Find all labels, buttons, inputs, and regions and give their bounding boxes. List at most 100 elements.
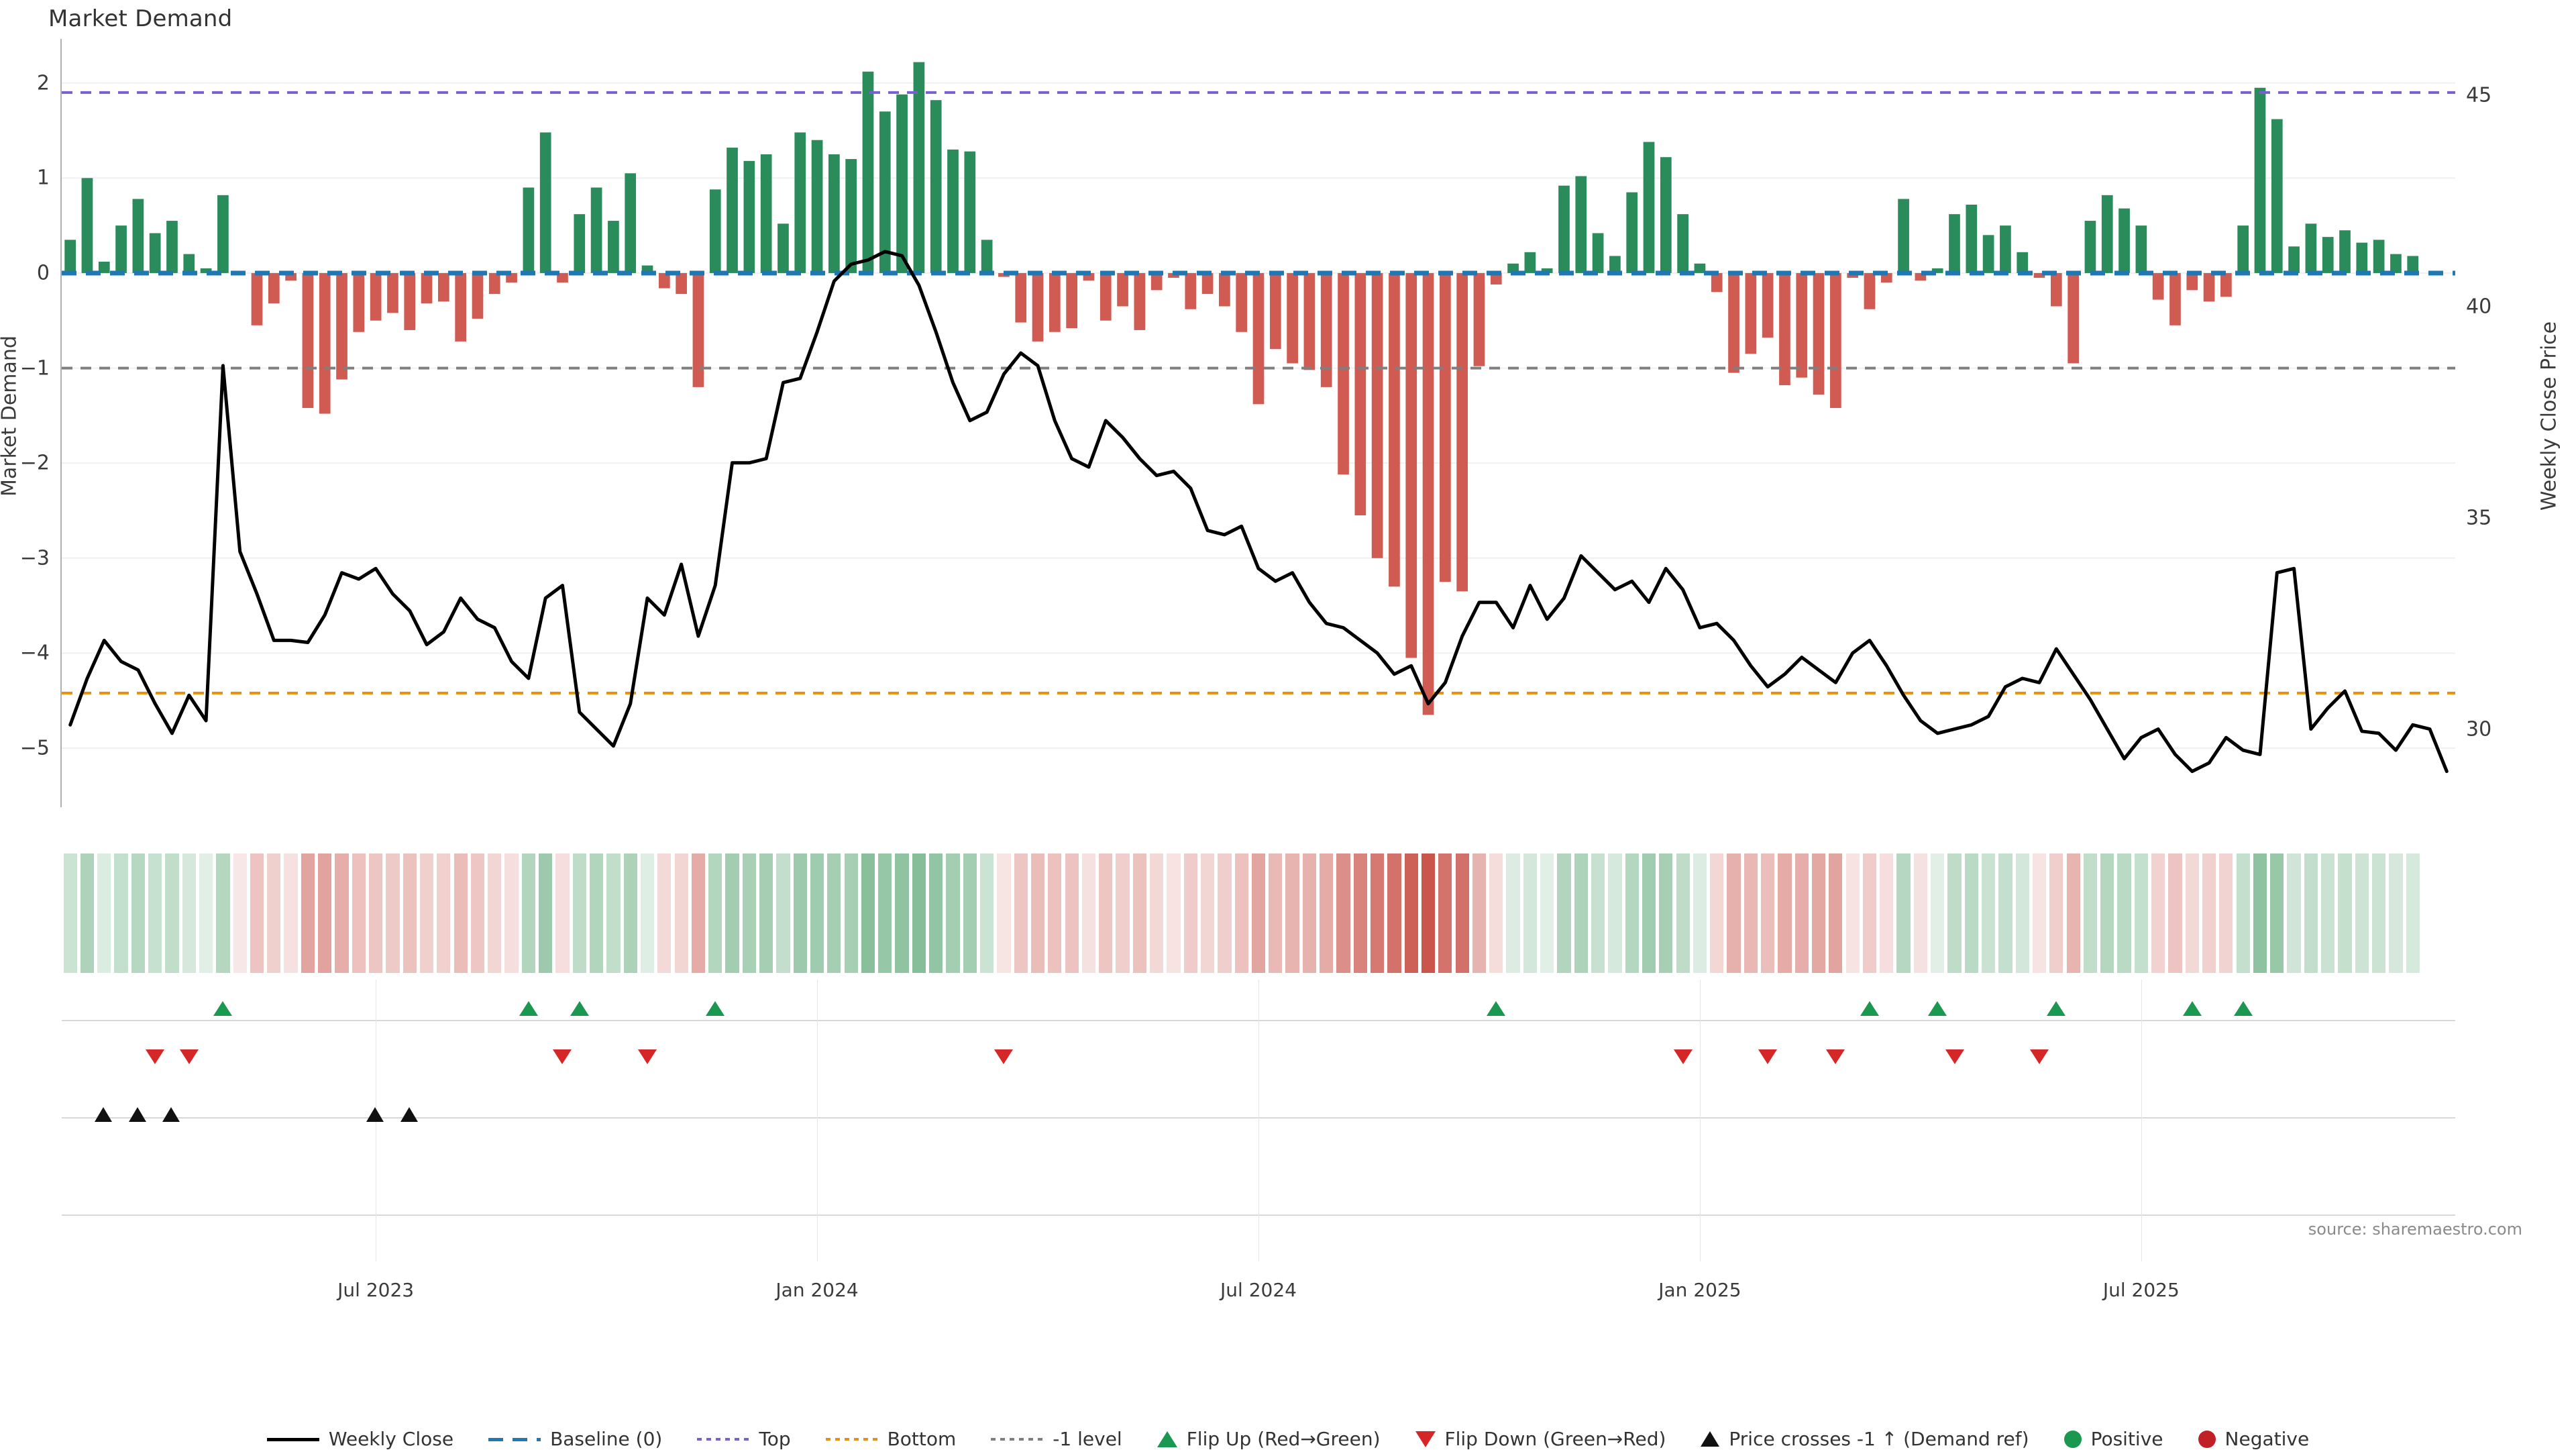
heatmap-cell [131,853,145,973]
heatmap-cell [776,853,790,973]
heatmap-cell [250,853,264,973]
heatmap-cell [1794,853,1809,973]
legend-item-price-cross[interactable]: Price crosses -1 ↑ (Demand ref) [1701,1428,2029,1450]
heatmap-cell [1030,853,1045,973]
heatmap-cell [810,853,824,973]
flip-up-marker-icon [1928,1001,1947,1016]
heatmap-cell [2321,853,2335,973]
demand-bar [2101,195,2113,273]
legend-item-negative[interactable]: Negative [2198,1428,2309,1450]
demand-bar [2339,230,2351,273]
heatmap-cell [233,853,247,973]
legend-item-baseline[interactable]: Baseline (0) [488,1428,662,1450]
demand-bar [115,225,127,273]
flip-down-marker-icon [1758,1049,1778,1064]
heatmap-cell [2015,853,2029,973]
demand-bar [523,187,535,273]
demand-bar [1609,256,1621,273]
heatmap-cell [1557,853,1571,973]
heatmap-cell [521,853,535,973]
heatmap-cell [1320,853,1334,973]
heatmap-cell [1523,853,1537,973]
heatmap-cell [1625,853,1639,973]
demand-bar [1813,272,1825,395]
legend-label: Price crosses -1 ↑ (Demand ref) [1729,1428,2029,1450]
demand-bar [1287,272,1298,364]
demand-intensity-strip [62,853,2455,973]
demand-bar [1236,272,1248,332]
legend-label: Flip Down (Green→Red) [1444,1428,1666,1450]
heatmap-cell [827,853,841,973]
heatmap-cell [2287,853,2301,973]
demand-bar [727,148,738,273]
demand-bar [387,272,398,313]
demand-bar [1541,268,1553,273]
heatmap-cell [80,853,95,973]
demand-bar [2390,254,2402,273]
legend-item-bottom[interactable]: Bottom [825,1428,956,1450]
demand-bar [1320,272,1332,387]
demand-bar [166,221,178,273]
demand-bar [1847,272,1859,278]
heatmap-cell [148,853,162,973]
demand-bar [1032,272,1044,342]
minus-one-dotted-icon [991,1431,1044,1448]
heatmap-cell [386,853,400,973]
demand-bar [1660,157,1672,273]
demand-bar [1134,272,1146,330]
heatmap-cell [1981,853,1996,973]
legend-item-flip-up[interactable]: Flip Up (Red→Green) [1157,1428,1381,1450]
left-axis-tick-label: 0 [36,261,50,285]
heatmap-cell [2389,853,2403,973]
legend-item-positive[interactable]: Positive [2063,1428,2163,1450]
legend-item-flip-down[interactable]: Flip Down (Green→Red) [1415,1428,1666,1450]
demand-bar [1558,185,1570,273]
heatmap-cell [1081,853,1096,973]
heatmap-cell [946,853,960,973]
heatmap-cell [1065,853,1079,973]
flip-up-marker-icon [2233,1001,2253,1016]
heatmap-cell [2338,853,2352,973]
flip-down-marker-icon [146,1049,165,1064]
heatmap-cell [1913,853,1927,973]
right-axis-tick-label: 35 [2466,506,2492,530]
heatmap-cell [997,853,1011,973]
heatmap-cell [2406,853,2420,973]
legend-item-weekly-close[interactable]: Weekly Close [266,1428,453,1450]
demand-bar [2152,272,2164,300]
heatmap-cell [640,853,655,973]
heatmap-cell [267,853,281,973]
demand-bar [2017,252,2029,273]
legend-item-top[interactable]: Top [697,1428,791,1450]
heatmap-cell [589,853,604,973]
heatmap-cell [572,853,586,973]
demand-bar [981,240,993,273]
demand-bar [2050,272,2062,307]
heatmap-cell [1761,853,1775,973]
right-axis-tick-label: 30 [2466,717,2492,741]
demand-bar [2118,208,2130,273]
heatmap-cell [488,853,502,973]
legend-label: Positive [2090,1428,2163,1450]
legend-item-minus-one[interactable]: -1 level [991,1428,1122,1450]
demand-bar [1592,233,1604,273]
demand-bar [488,272,500,295]
left-axis-tick-label: −5 [19,736,50,760]
demand-bar [1185,272,1197,309]
left-axis-tick-label: −2 [19,451,50,475]
heatmap-cell [2151,853,2165,973]
demand-bar [1456,272,1468,592]
demand-bar [947,149,959,273]
demand-bar [1694,263,1706,273]
heatmap-cell [1591,853,1605,973]
price-cross-marker-icon [162,1107,180,1122]
demand-bar [1150,272,1163,291]
heatmap-cell [793,853,807,973]
legend-label: Top [759,1428,791,1450]
marker-gridline [1258,980,1259,1261]
heatmap-cell [1931,853,1945,973]
heatmap-cell [539,853,553,973]
heatmap-cell [504,853,519,973]
heatmap-cell [1727,853,1741,973]
